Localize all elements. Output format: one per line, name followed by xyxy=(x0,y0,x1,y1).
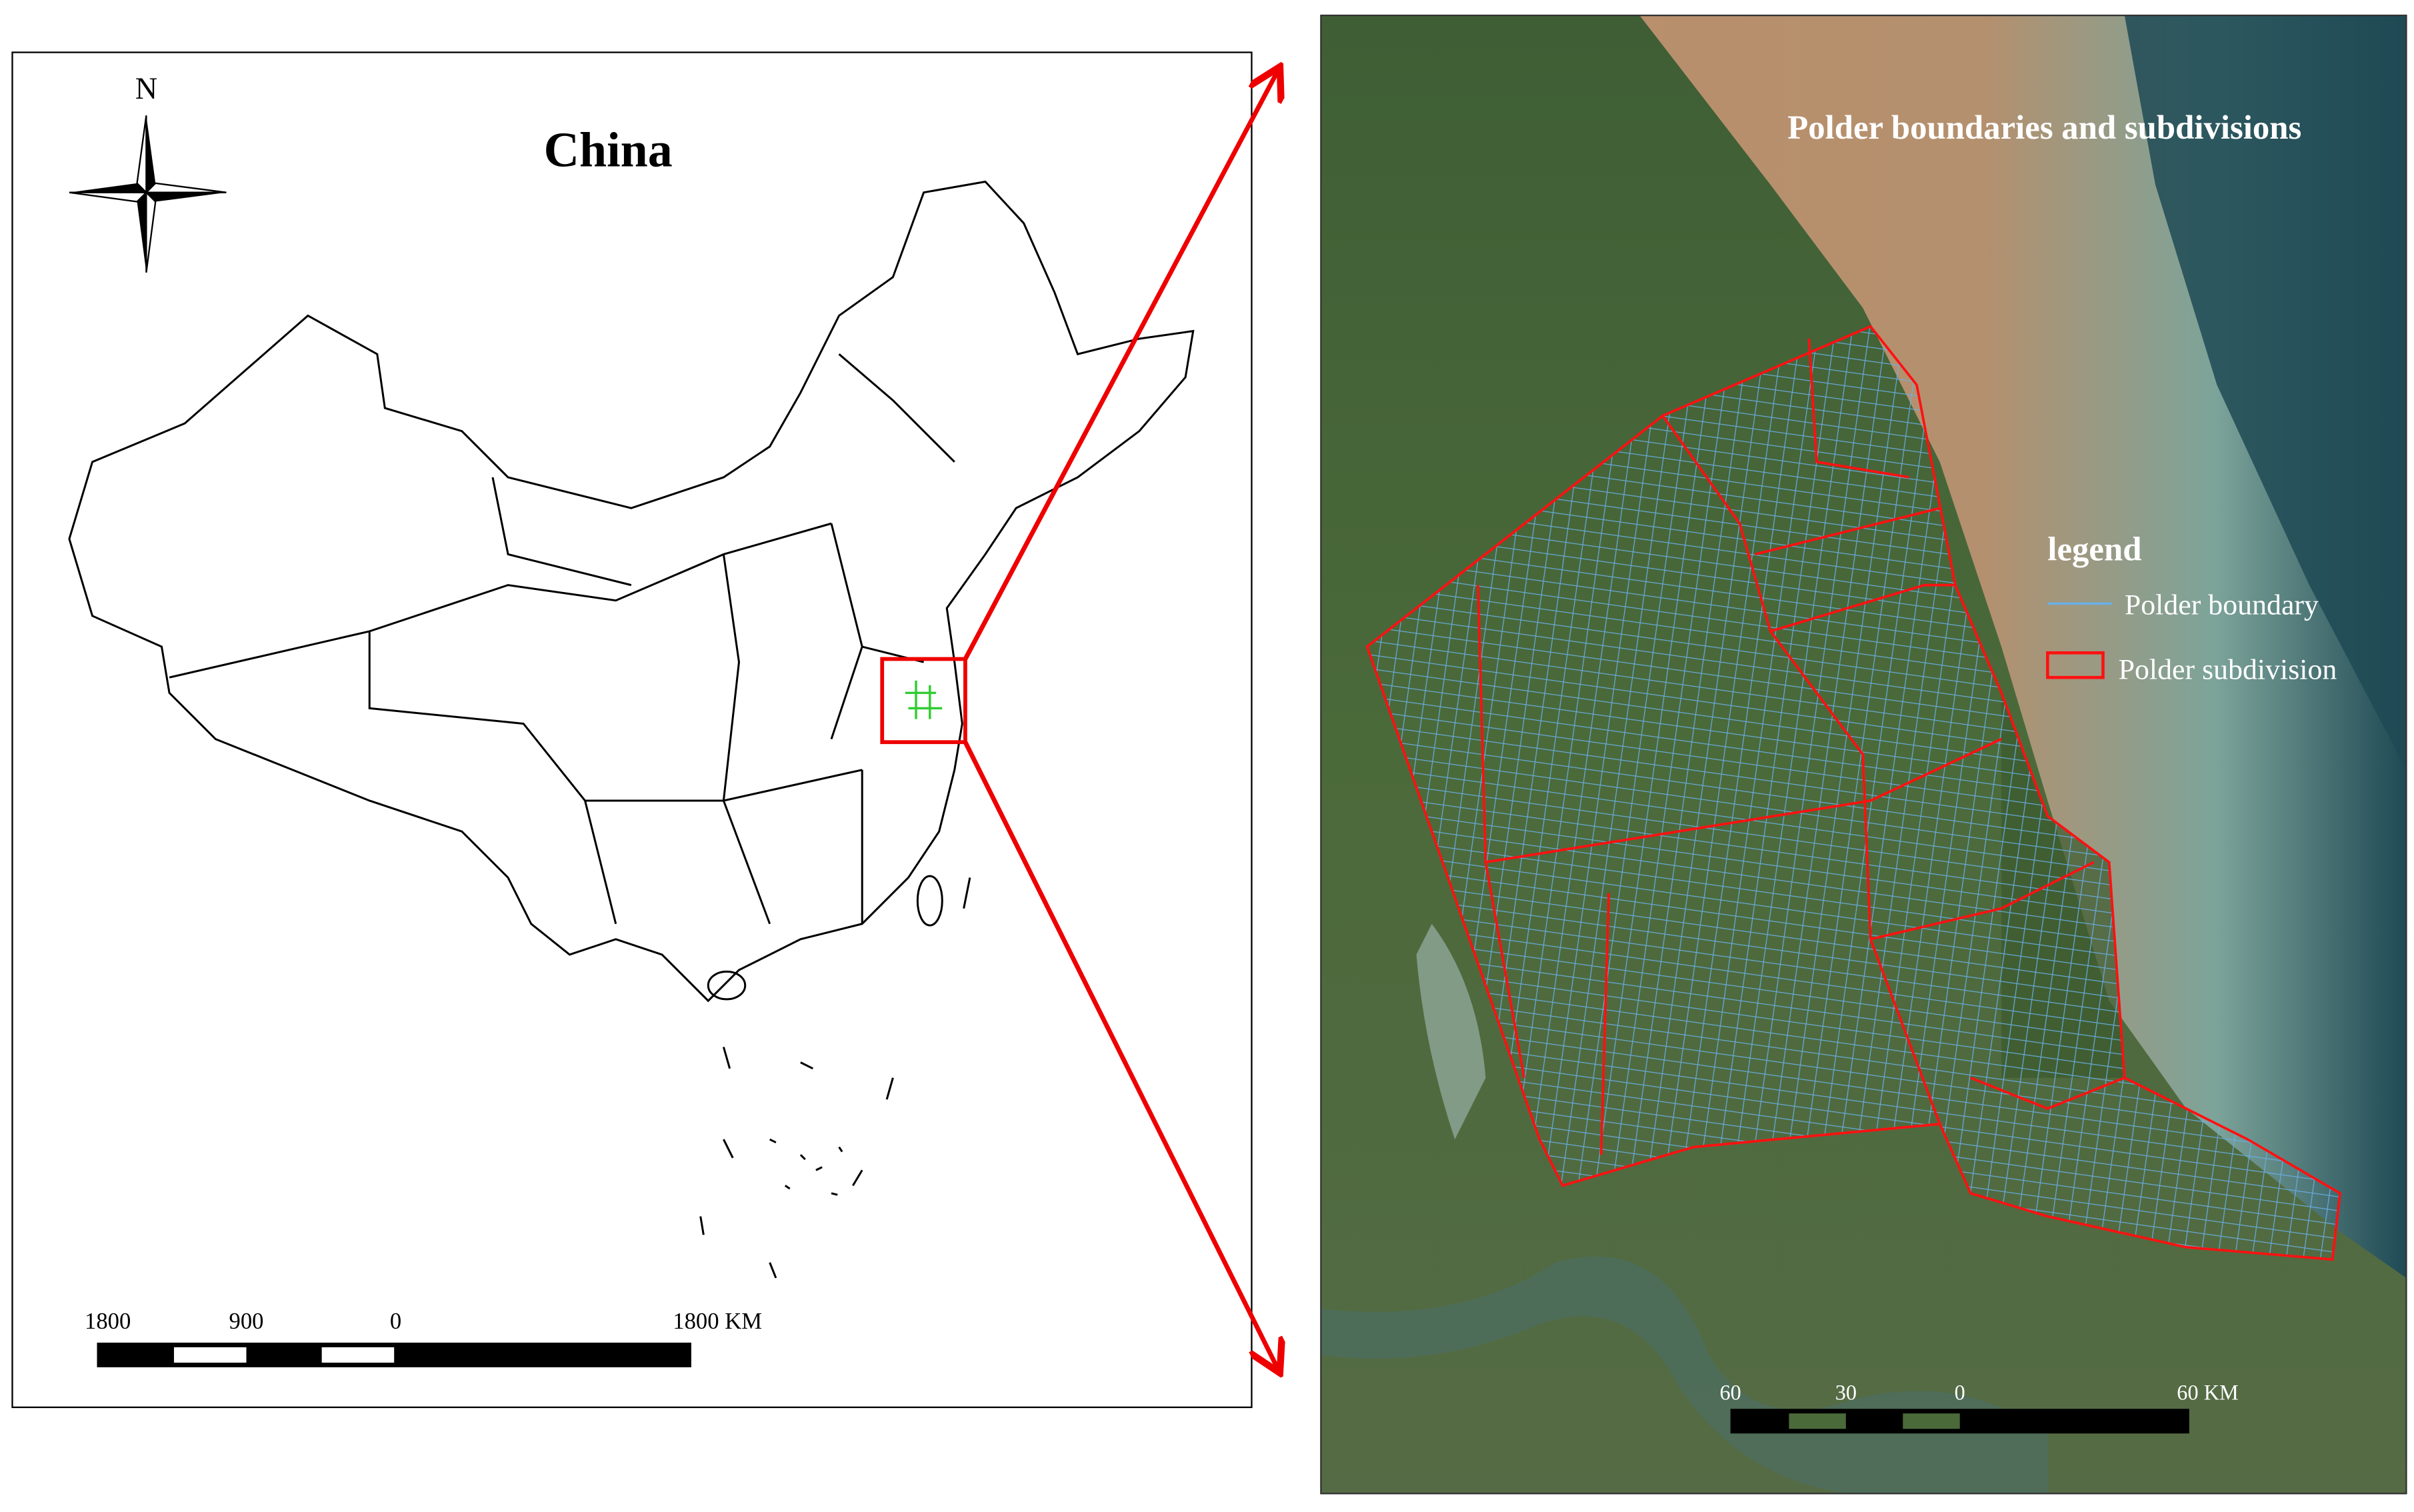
scale-label: 60 xyxy=(1720,1380,1741,1404)
legend-title: legend xyxy=(2047,531,2141,568)
focus-polders xyxy=(905,680,943,719)
left-frame xyxy=(11,51,1253,1409)
scale-label: 1800 xyxy=(85,1309,131,1334)
scale-label: 0 xyxy=(390,1309,401,1334)
scale-label: 900 xyxy=(229,1309,264,1334)
zoom-arrow xyxy=(963,71,1278,661)
legend-item: Polder boundary xyxy=(2125,589,2319,621)
focus-box xyxy=(880,657,967,745)
polder-subdivisions xyxy=(1365,325,2342,1261)
china-outline xyxy=(68,180,1195,1279)
left-scale-bar xyxy=(97,1342,691,1367)
legend: legend Polder boundary Polder subdivisio… xyxy=(2046,531,2337,686)
right-frame xyxy=(1320,14,2407,1495)
scale-label: 30 xyxy=(1835,1380,1857,1404)
compass: N xyxy=(69,71,227,273)
scale-label: 1800 KM xyxy=(673,1309,762,1334)
scale-label: 60 KM xyxy=(2177,1380,2239,1404)
right-scale-bar xyxy=(1730,1409,2189,1434)
scale-label: 0 xyxy=(1955,1380,1965,1404)
north-label: N xyxy=(135,71,157,105)
map-title: Polder boundaries and subdivisions xyxy=(1787,109,2301,146)
zoom-arrow xyxy=(963,741,1278,1369)
polder-boundaries xyxy=(1367,326,2341,1260)
legend-item: Polder subdivision xyxy=(2119,654,2337,686)
map-title: China xyxy=(544,122,673,177)
